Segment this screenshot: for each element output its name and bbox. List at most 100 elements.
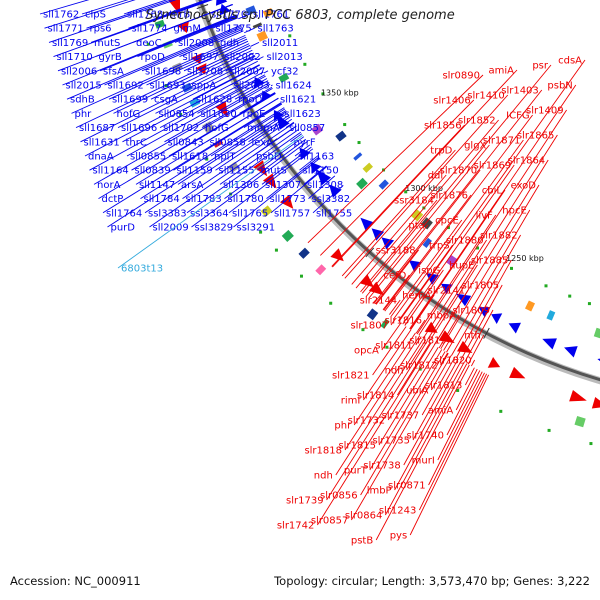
forward-gene-label: slr1869 [474, 161, 512, 172]
tick-mark [196, 4, 209, 10]
forward-gene-label: slr2144 [360, 296, 398, 307]
leader-line [353, 332, 416, 426]
forward-gene-label: slr1816 [384, 316, 422, 327]
forward-gene-label: slr1809 [452, 306, 490, 317]
forward-gene-label: slr0890 [442, 71, 480, 82]
reverse-gene-label: phr [75, 109, 93, 120]
reverse-gene-arrow [564, 346, 578, 358]
reverse-gene-label: sll1763 [258, 24, 294, 35]
leader-line [141, 27, 243, 72]
leader-line [270, 84, 273, 87]
forward-gene-label: rimI [341, 396, 361, 407]
forward-gene-label: slr1870 [440, 166, 478, 177]
forward-gene-label: slr0864 [345, 511, 383, 522]
leader-line [225, 55, 256, 72]
forward-gene-label: slr1871 [483, 136, 521, 147]
feature-block [380, 318, 390, 329]
leader-line [215, 118, 293, 171]
forward-gene-label: slr1735 [372, 436, 410, 447]
leader-line [409, 84, 577, 330]
gc-marker [146, 42, 150, 46]
reverse-gene-label: sll1621 [280, 95, 316, 106]
leader-line [250, 41, 260, 47]
forward-gene-arrow [330, 248, 344, 262]
leader-line [221, 43, 250, 58]
reverse-gene-label: sll0858 [210, 137, 246, 148]
leader-line [197, 75, 266, 114]
reverse-gene-label: sll1757 [274, 208, 310, 219]
leader-line [263, 70, 269, 74]
leader-line [48, 0, 177, 43]
leader-line [381, 322, 402, 351]
leader-line [389, 299, 401, 315]
forward-gene-arrow [487, 356, 501, 368]
leader-line [433, 289, 469, 346]
reverse-gene-label: deoC [136, 38, 162, 49]
reverse-gene-label: clpS [85, 10, 106, 21]
tick-label: 1350 kbp [321, 89, 359, 98]
leader-line [438, 314, 460, 349]
leader-line [373, 89, 543, 304]
gc-marker [205, 157, 209, 161]
reverse-gene-label: sll1698 [145, 66, 181, 77]
reverse-gene-label: sll1618 [172, 152, 208, 163]
forward-gene-label: hpcE [502, 206, 527, 217]
forward-gene-arrow [279, 194, 294, 209]
forward-gene-label: amiA [489, 66, 515, 77]
leader-line [81, 0, 129, 15]
reverse-gene-label: sll1628 [196, 95, 232, 106]
reverse-gene-label: lexA [252, 137, 274, 148]
leader-line [290, 133, 303, 143]
reverse-gene-label: dnaA [88, 152, 114, 163]
leader-line [238, 13, 251, 20]
forward-gene-label: ndh [314, 471, 333, 482]
leader-line [144, 116, 291, 214]
leader-line [390, 318, 396, 326]
forward-gene-label: slr1737 [382, 411, 420, 422]
leader-line [437, 371, 483, 461]
leader-line [294, 144, 311, 157]
leader-line [117, 57, 257, 129]
feature-block [378, 179, 389, 190]
leader-line [332, 69, 518, 268]
forward-gene-label: mbpA [427, 311, 456, 322]
forward-gene-label: lmbP [367, 486, 392, 497]
leader-line [351, 174, 447, 285]
feature-block [281, 229, 294, 242]
reverse-gene-label: sll1764 [106, 208, 142, 219]
forward-gene-label: slr0856 [320, 491, 358, 502]
reverse-gene-label: psbD [256, 152, 282, 163]
leader-line [312, 185, 344, 214]
leader-line [418, 109, 567, 336]
leader-line [443, 339, 451, 351]
gc-marker [544, 284, 548, 288]
gc-marker [321, 92, 325, 96]
leader-line [219, 129, 299, 185]
reverse-gene-label: sll1761 [253, 10, 289, 21]
leader-line [440, 352, 449, 366]
forward-gene-label: livF [476, 211, 493, 222]
forward-gene-label: phr [334, 421, 352, 432]
reverse-gene-label: sll1784 [144, 194, 180, 205]
reverse-gene-label: sll1155 [219, 166, 255, 177]
leader-line [303, 165, 327, 185]
tick-mark [365, 247, 375, 258]
forward-gene-arrow [438, 330, 455, 344]
leader-line [122, 68, 262, 143]
leader-line [397, 342, 431, 396]
leader-line [372, 326, 407, 376]
leader-line [464, 309, 494, 363]
forward-gene-label: slr1856 [424, 121, 462, 132]
reverse-gene-arrow [329, 184, 342, 198]
reverse-gene-label: sll2015 [66, 81, 102, 92]
forward-gene-label: murI [412, 456, 435, 467]
reverse-gene-label: sll2011 [262, 38, 298, 49]
forward-gene-label: slr1882 [480, 231, 518, 242]
leader-line [428, 372, 485, 486]
reverse-gene-label: csgA [154, 95, 178, 106]
tick-mark [483, 327, 490, 339]
reverse-gene-arrow [310, 162, 322, 174]
gc-marker [446, 226, 450, 230]
leader-line [467, 334, 485, 365]
gc-marker [418, 367, 422, 371]
